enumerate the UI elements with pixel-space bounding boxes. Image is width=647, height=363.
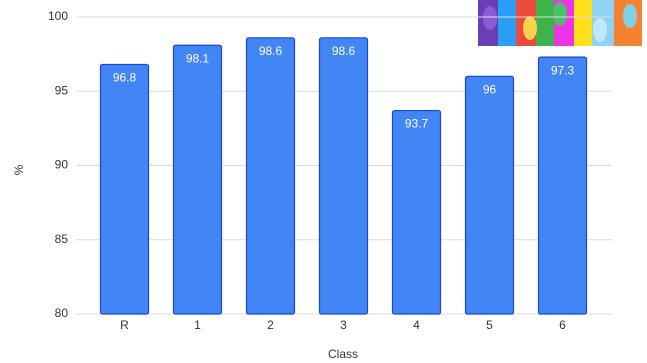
y-tick-label: 85 <box>55 232 69 246</box>
y-tick-label: 100 <box>48 9 68 23</box>
bar <box>391 109 442 315</box>
data-label: 93.7 <box>405 117 429 131</box>
x-tick-label: 2 <box>267 318 274 332</box>
data-label: 96.8 <box>113 71 137 85</box>
x-tick-label: 3 <box>340 318 347 332</box>
bar <box>99 63 150 315</box>
y-tick-label: 80 <box>55 306 69 320</box>
data-label: 96 <box>483 83 497 97</box>
x-tick-label: 5 <box>486 318 493 332</box>
x-tick-label: 4 <box>413 318 420 332</box>
data-label: 98.1 <box>186 51 210 65</box>
data-label: 97.3 <box>551 63 575 77</box>
bar <box>172 44 223 315</box>
y-tick-label: 90 <box>55 158 69 172</box>
x-axis-label: Class <box>328 347 358 361</box>
x-tick-label: 6 <box>559 318 566 332</box>
x-tick-label: 1 <box>194 318 201 332</box>
decorative-hands-image <box>478 0 642 46</box>
x-tick-label: R <box>120 318 129 332</box>
data-label: 98.6 <box>259 44 283 58</box>
bar <box>245 37 296 315</box>
bar <box>537 56 588 315</box>
bar <box>318 37 369 315</box>
y-tick-label: 95 <box>55 83 69 97</box>
data-label: 98.6 <box>332 44 356 58</box>
bar <box>464 75 515 315</box>
y-axis-label: % <box>12 164 26 175</box>
